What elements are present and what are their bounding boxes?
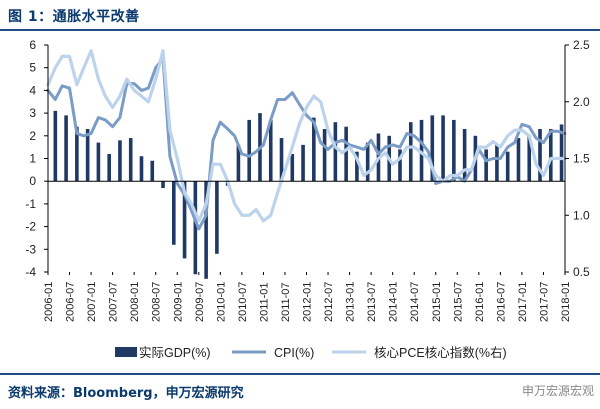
gdp-bar [215,181,219,254]
left-tick-label: 6 [29,38,36,52]
source-divider [0,373,600,375]
gdp-bar [559,124,564,182]
x-tick-label: 2008-01 [129,282,141,322]
gdp-bar [355,151,359,182]
x-tick-label: 2016-07 [495,282,507,322]
left-tick-label: 5 [29,61,36,75]
gdp-bar [312,117,316,182]
gdp-bar [398,149,402,182]
gdp-bar [204,181,208,279]
gdp-bar [430,115,435,182]
gdp-bar [85,128,90,182]
left-tick-label: 1 [29,152,36,166]
gdp-bar [182,181,187,259]
x-tick-label: 2011-01 [258,282,270,322]
gdp-bar [548,128,553,182]
watermark: 申万宏源宏观 [521,384,594,398]
x-tick-label: 2012-07 [323,282,335,322]
gdp-bar [53,110,58,182]
gdp-bar [236,144,241,182]
gdp-bar [64,115,68,182]
gdp-bar [441,115,445,182]
left-tick-label: -1 [25,197,36,211]
gdp-bar [96,142,101,182]
x-tick-label: 2009-07 [194,282,206,322]
gdp-bar [75,126,79,182]
x-tick-label: 2017-07 [538,282,550,322]
legend-cpi-label: CPI(%) [274,346,314,360]
gdp-bar [333,122,338,182]
gdp-bar [107,153,111,182]
bar-layer [53,110,564,279]
x-tick-label: 2011-07 [280,282,292,322]
source-note: 资料来源：Bloomberg，申万宏源研究 [8,386,244,401]
core-pce-line [46,49,567,223]
left-tick-label: -3 [25,242,36,256]
x-tick-label: 2013-01 [345,282,357,322]
right-tick-label: 1.0 [573,208,590,222]
gdp-bar [128,138,133,182]
left-tick-label: 2 [29,129,36,143]
gdp-bar [247,119,251,182]
x-tick-label: 2010-01 [215,282,227,322]
legend-core-pce-label: 核心PCE核心指数(%右) [374,345,507,360]
x-tick-label: 2006-01 [43,282,55,322]
axis-layer: -4 -3 -2 -1 0 1 2 3 4 5 6 0.5 1.0 1.5 2.0 2.5 2006-01 200… [25,38,590,322]
right-tick-label: 2.5 [573,38,590,52]
gdp-bar [161,181,165,189]
gdp-bar [268,119,273,182]
legend-gdp-label: 实际GDP(%) [139,345,211,360]
right-tick-label: 1.5 [573,152,590,166]
x-tick-label: 2015-01 [431,282,443,322]
gdp-bar [301,144,305,182]
gdp-bar [408,122,413,182]
gdp-bar [344,126,348,182]
x-tick-label: 2014-07 [409,282,421,322]
line-layer [46,49,567,231]
right-tick-label: 0.5 [573,265,590,279]
legend-gdp-swatch [115,347,137,357]
gdp-bar [516,138,521,182]
gdp-bar [495,144,499,182]
right-tick-label: 2.0 [573,95,590,109]
gdp-bar [322,128,327,182]
x-tick-label: 2008-07 [151,282,163,322]
gdp-bar [365,142,370,182]
left-tick-label: -4 [25,265,36,279]
x-tick-label: 2007-07 [108,282,120,322]
x-tick-label: 2009-01 [172,282,184,322]
gdp-bar [193,181,198,275]
left-tick-label: 3 [29,106,36,120]
legend: 实际GDP(%) CPI(%) 核心PCE核心指数(%右) [115,345,507,360]
title-divider [0,29,600,31]
x-tick-label: 2018-01 [560,282,572,322]
gdp-bar [538,128,542,182]
left-tick-label: 4 [29,83,36,97]
x-tick-label: 2010-07 [237,282,249,322]
gdp-bar [462,128,467,182]
gdp-bar [419,119,424,182]
gdp-bar [527,135,532,182]
left-tick-label: -2 [25,220,36,234]
x-tick-label: 2006-07 [65,282,77,322]
x-tick-label: 2014-01 [388,282,400,322]
x-tick-label: 2017-01 [517,282,529,322]
gdp-bar [150,160,155,182]
x-tick-label: 2012-01 [302,282,314,322]
x-tick-label: 2013-07 [366,282,378,322]
gdp-bar [452,119,456,182]
gdp-bar [139,156,144,182]
x-tick-label: 2016-01 [474,282,486,322]
gdp-bar [172,181,176,245]
gdp-bar [118,140,122,182]
gdp-bar [505,151,510,182]
figure-title: 图 1：通胀水平改善 [8,9,140,25]
gdp-bar [484,149,488,182]
gdp-bar [279,138,284,182]
left-tick-label: 0 [29,174,36,188]
x-tick-label: 2007-01 [86,282,98,322]
gdp-bar [290,153,295,182]
x-tick-label: 2015-07 [452,282,464,322]
